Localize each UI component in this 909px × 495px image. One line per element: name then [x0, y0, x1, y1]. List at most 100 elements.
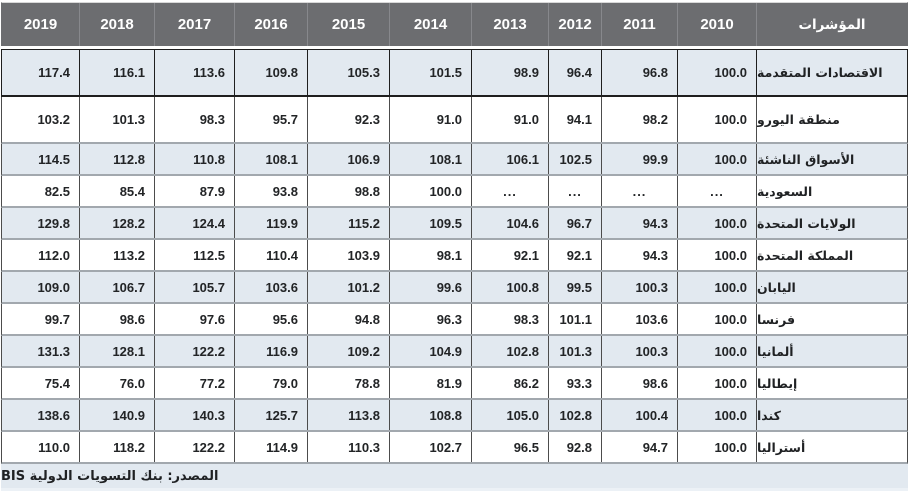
value-cell: 106.7: [79, 272, 154, 302]
value-cell: 102.8: [471, 336, 548, 366]
value-cell: 100.8: [471, 272, 548, 302]
value-cell: 75.4: [44, 375, 70, 391]
value-cell: 110.8: [154, 144, 234, 174]
year-header-cell: 2015: [307, 3, 389, 46]
table-row: 114.5 112.8 110.8 108.1 106.9 108.1 106.1 102.5…: [1, 144, 908, 176]
value-cell: 100.0: [677, 97, 756, 142]
value-cell: 100.0: [677, 50, 756, 95]
value-cell: 101.3: [79, 97, 154, 142]
value-cell: 119.9: [234, 208, 307, 238]
value-cell: 82.5: [44, 183, 70, 199]
value-cell: 100.0: [677, 336, 756, 366]
value-cell: 112.5: [154, 240, 234, 270]
value-cell: 98.3: [154, 97, 234, 142]
value-cell: 128.1: [79, 336, 154, 366]
value-cell: 93.3: [548, 368, 601, 398]
value-cell: 109.5: [389, 208, 471, 238]
value-cell: 122.2: [154, 336, 234, 366]
value-cell: 106.9: [307, 144, 389, 174]
value-cell: 101.2: [307, 272, 389, 302]
row-label-cell: منطقة اليورو: [756, 97, 907, 142]
value-cell: 98.2: [601, 97, 677, 142]
value-cell: 98.9: [471, 50, 548, 95]
table-row: 82.5 85.4 87.9 93.8 98.8 100.0............ الس…: [1, 176, 908, 208]
table-row: 103.2 101.3 98.3 95.7 92.3 91.0 91.0 94.1 98.2 10…: [1, 97, 908, 144]
value-cell: 138.6: [37, 407, 70, 423]
value-cell: 102.7: [389, 432, 471, 462]
value-cell: 96.5: [471, 432, 548, 462]
value-cell: 98.8: [307, 176, 389, 206]
value-cell: 87.9: [154, 176, 234, 206]
table-row: 75.4 76.0 77.2 79.0 78.8 81.9 86.2 93.3 98.6 100.…: [1, 368, 908, 400]
value-cell: 79.0: [234, 368, 307, 398]
value-cell: 140.9: [79, 400, 154, 430]
row-label-cell: السعودية: [756, 176, 907, 206]
value-cell: 99.6: [389, 272, 471, 302]
value-cell: 94.1: [548, 97, 601, 142]
table-row: 117.4 116.1 113.6 109.8 105.3 101.5 98.9 96.4 96…: [1, 49, 908, 97]
value-cell: 91.0: [389, 97, 471, 142]
value-cell: 94.3: [601, 208, 677, 238]
row-label-cell: إيطاليا: [756, 368, 907, 398]
value-cell: 108.1: [234, 144, 307, 174]
table-row: 131.3 128.1 122.2 116.9 109.2 104.9 102.8 101.3…: [1, 336, 908, 368]
value-cell: 116.9: [234, 336, 307, 366]
value-cell: 128.2: [79, 208, 154, 238]
year-header-cell: 2016: [234, 3, 307, 46]
value-cell: 100.0: [677, 272, 756, 302]
value-cell: 102.5: [548, 144, 601, 174]
value-cell: 116.1: [79, 50, 154, 95]
value-cell: 99.5: [548, 272, 601, 302]
year-header-cell: 2019: [23, 16, 58, 33]
value-cell: 140.3: [154, 400, 234, 430]
value-cell: 112.0: [38, 247, 70, 263]
value-cell: 115.2: [307, 208, 389, 238]
value-cell: 100.0: [677, 144, 756, 174]
table-source-note: المصدر: بنك التسويات الدولية BIS: [1, 464, 908, 491]
year-header-cell: 2014: [389, 3, 471, 46]
value-cell: 100.4: [601, 400, 677, 430]
value-cell: 114.5: [38, 151, 70, 167]
value-cell: 100.0: [677, 240, 756, 270]
value-cell: 101.1: [548, 304, 601, 334]
row-label-cell: ألمانيا: [756, 336, 907, 366]
indicators-table: 2019 2018 2017 2016 2015 2014 2013 2012 2011 2010…: [1, 2, 908, 464]
row-label-cell: المملكة المتحدة: [756, 240, 907, 270]
value-cell: 110.3: [307, 432, 389, 462]
value-cell: 100.0: [677, 368, 756, 398]
value-cell: 101.3: [548, 336, 601, 366]
value-cell: 85.4: [79, 176, 154, 206]
value-cell: 96.7: [548, 208, 601, 238]
year-header-cell: 2011: [601, 3, 677, 46]
value-cell: 109.2: [307, 336, 389, 366]
table-row: 138.6 140.9 140.3 125.7 113.8 108.8 105.0 102.8…: [1, 400, 908, 432]
value-cell: 113.6: [154, 50, 234, 95]
row-label-cell: فرنسا: [756, 304, 907, 334]
value-cell: 81.9: [389, 368, 471, 398]
value-cell: 131.3: [37, 343, 70, 359]
value-cell: 78.8: [307, 368, 389, 398]
value-cell: 93.8: [234, 176, 307, 206]
value-cell: ...: [471, 176, 548, 206]
value-cell: 114.9: [234, 432, 307, 462]
value-cell: 110.0: [38, 439, 70, 455]
value-cell: ...: [548, 176, 601, 206]
year-header-cell: 2010: [677, 3, 756, 46]
value-cell: 118.2: [79, 432, 154, 462]
table-header-row: 2019 2018 2017 2016 2015 2014 2013 2012 2011 2010…: [1, 2, 908, 46]
value-cell: 108.8: [389, 400, 471, 430]
value-cell: 125.7: [234, 400, 307, 430]
row-label-cell: الولايات المتحدة: [756, 208, 907, 238]
value-cell: 103.2: [37, 112, 70, 127]
value-cell: 97.6: [154, 304, 234, 334]
table-row: 110.0 118.2 122.2 114.9 110.3 102.7 96.5 92.8 94…: [1, 432, 908, 464]
value-cell: 103.6: [234, 272, 307, 302]
table-row: 112.0 113.2 112.5 110.4 103.9 98.1 92.1 92.1 94.…: [1, 240, 908, 272]
value-cell: 76.0: [79, 368, 154, 398]
value-cell: 99.9: [601, 144, 677, 174]
value-cell: 105.0: [471, 400, 548, 430]
value-cell: 98.6: [79, 304, 154, 334]
value-cell: 86.2: [471, 368, 548, 398]
value-cell: 112.8: [79, 144, 154, 174]
